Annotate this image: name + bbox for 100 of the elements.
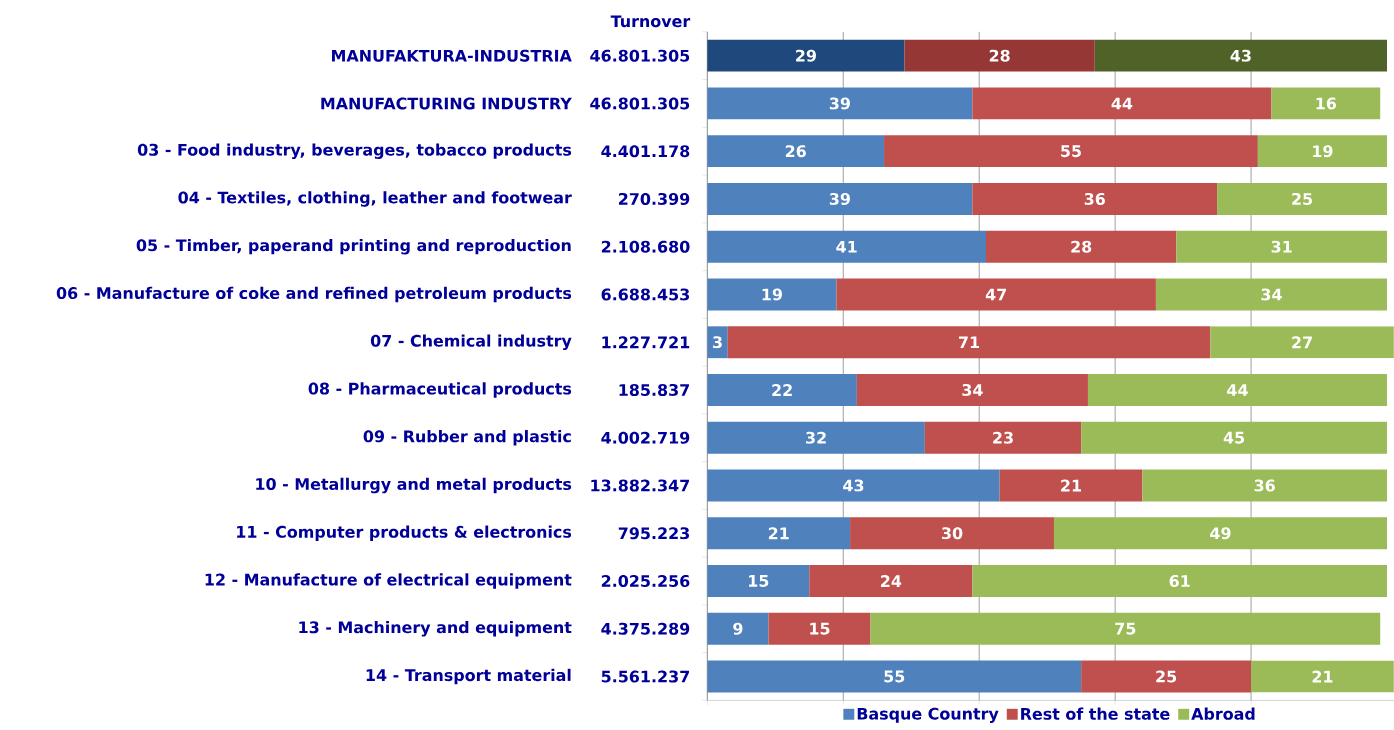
data-label: 36: [1254, 479, 1275, 492]
text: 46.801.305: [590, 97, 690, 110]
text: 6.688.453: [601, 288, 689, 301]
data-label: 39: [829, 97, 850, 110]
data-label: 30: [942, 527, 963, 540]
y-tick-label: 08 - Pharmaceutical products: [308, 382, 572, 398]
bar: [1271, 87, 1381, 120]
data-label: 44: [1111, 97, 1133, 110]
bar: [1053, 517, 1387, 550]
bar: [707, 230, 987, 263]
bar: [707, 278, 837, 311]
data-label: 21: [1061, 479, 1081, 492]
legend-label: Abroad: [1191, 707, 1255, 720]
bar: [870, 612, 1381, 645]
bar: [707, 660, 1082, 693]
data-label: 27: [1292, 336, 1312, 349]
y-tick-label: 12 - Manufacture of electrical equipment: [205, 573, 572, 589]
bar: [727, 326, 1211, 359]
text: 46.801.305: [590, 49, 690, 62]
data-label: 15: [749, 574, 769, 587]
bar: [707, 421, 925, 454]
data-label: 28: [989, 49, 1010, 62]
data-label: 36: [1084, 192, 1105, 205]
bar: [1176, 230, 1387, 263]
data-label: 43: [843, 479, 864, 492]
text: 2.108.680: [601, 240, 690, 253]
data-label: 55: [1061, 145, 1081, 158]
bar: [707, 182, 973, 215]
bar: [972, 182, 1218, 215]
y-tick-label: 13 - Machinery and equipment: [299, 620, 572, 637]
data-label: 19: [1313, 145, 1333, 158]
text: 2.025.256: [601, 574, 690, 587]
bar: [1081, 421, 1387, 454]
y-tick-label: MANUFAKTURA-INDUSTRIA: [332, 49, 572, 62]
data-label: 39: [829, 192, 850, 205]
y-tick-label: 06 - Manufacture of coke and refined petroleum products: [56, 286, 572, 303]
text: 4.002.719: [601, 431, 690, 444]
bar: [904, 39, 1095, 72]
bar: [972, 87, 1272, 120]
bar: [707, 517, 851, 550]
data-label: 16: [1316, 97, 1337, 110]
bar: [1210, 326, 1394, 359]
data-label: 3: [713, 336, 722, 349]
data-label: 61: [1169, 574, 1190, 587]
bar: [768, 612, 871, 645]
bar: [856, 373, 1088, 406]
bar: [986, 230, 1177, 263]
data-label: 15: [810, 622, 830, 635]
legend-label: Basque Country: [857, 707, 999, 723]
data-label: 32: [806, 431, 826, 444]
data-label: 9: [733, 622, 743, 635]
data-label: 24: [881, 574, 902, 587]
legend-label: Rest of the state: [1021, 707, 1170, 720]
bar: [850, 517, 1054, 550]
data-label: 22: [772, 383, 792, 396]
data-label: 31: [1271, 240, 1292, 253]
data-label: 25: [1156, 670, 1177, 683]
bar: [884, 135, 1258, 168]
text: 4.401.178: [601, 145, 690, 158]
text: 13.882.347: [591, 479, 689, 492]
data-label: 55: [884, 670, 905, 683]
data-label: 41: [836, 240, 857, 253]
bar: [1094, 39, 1387, 72]
y-tick-label: 04 - Textiles, clothing, leather and footwear: [178, 191, 572, 207]
bar: [809, 564, 973, 597]
data-label: 21: [768, 527, 789, 540]
text: 185.837: [619, 383, 689, 396]
bar: [1087, 373, 1387, 406]
data-label: 45: [1223, 431, 1245, 444]
data-label: 28: [1071, 240, 1092, 253]
bar: [836, 278, 1156, 311]
y-tick-label: 07 - Chemical industry: [370, 334, 572, 350]
bar: [707, 373, 857, 406]
data-label: 23: [993, 431, 1013, 444]
data-label: 75: [1115, 622, 1136, 635]
text: 1.227.721: [602, 336, 690, 349]
bar: [707, 39, 905, 72]
text: 4.375.289: [601, 622, 690, 635]
bar: [972, 564, 1387, 597]
bar: [1155, 278, 1387, 311]
data-label: 34: [1261, 288, 1282, 301]
data-label: 47: [985, 288, 1007, 301]
y-tick-label: 11 - Computer products & electronics: [237, 525, 572, 541]
bar: [707, 87, 973, 120]
data-label: 25: [1292, 192, 1313, 205]
data-label: 44: [1227, 384, 1248, 396]
bar: [1257, 135, 1387, 168]
bar: [924, 421, 1082, 454]
data-label: 21: [1312, 670, 1333, 683]
text: 5.561.237: [601, 670, 689, 683]
text: Turnover: [610, 15, 691, 28]
data-label: 34: [962, 383, 983, 396]
bar: [1251, 660, 1394, 693]
bar: [707, 135, 885, 168]
y-tick-label: 09 - Rubber and plastic: [363, 429, 571, 446]
data-label: 29: [796, 49, 816, 62]
y-tick-label: 05 - Timber, paperand printing and reproduction: [136, 238, 571, 255]
y-tick-label: MANUFACTURING INDUSTRY: [321, 97, 573, 110]
y-tick-label: 14 - Transport material: [366, 668, 571, 685]
bar: [707, 469, 1000, 502]
